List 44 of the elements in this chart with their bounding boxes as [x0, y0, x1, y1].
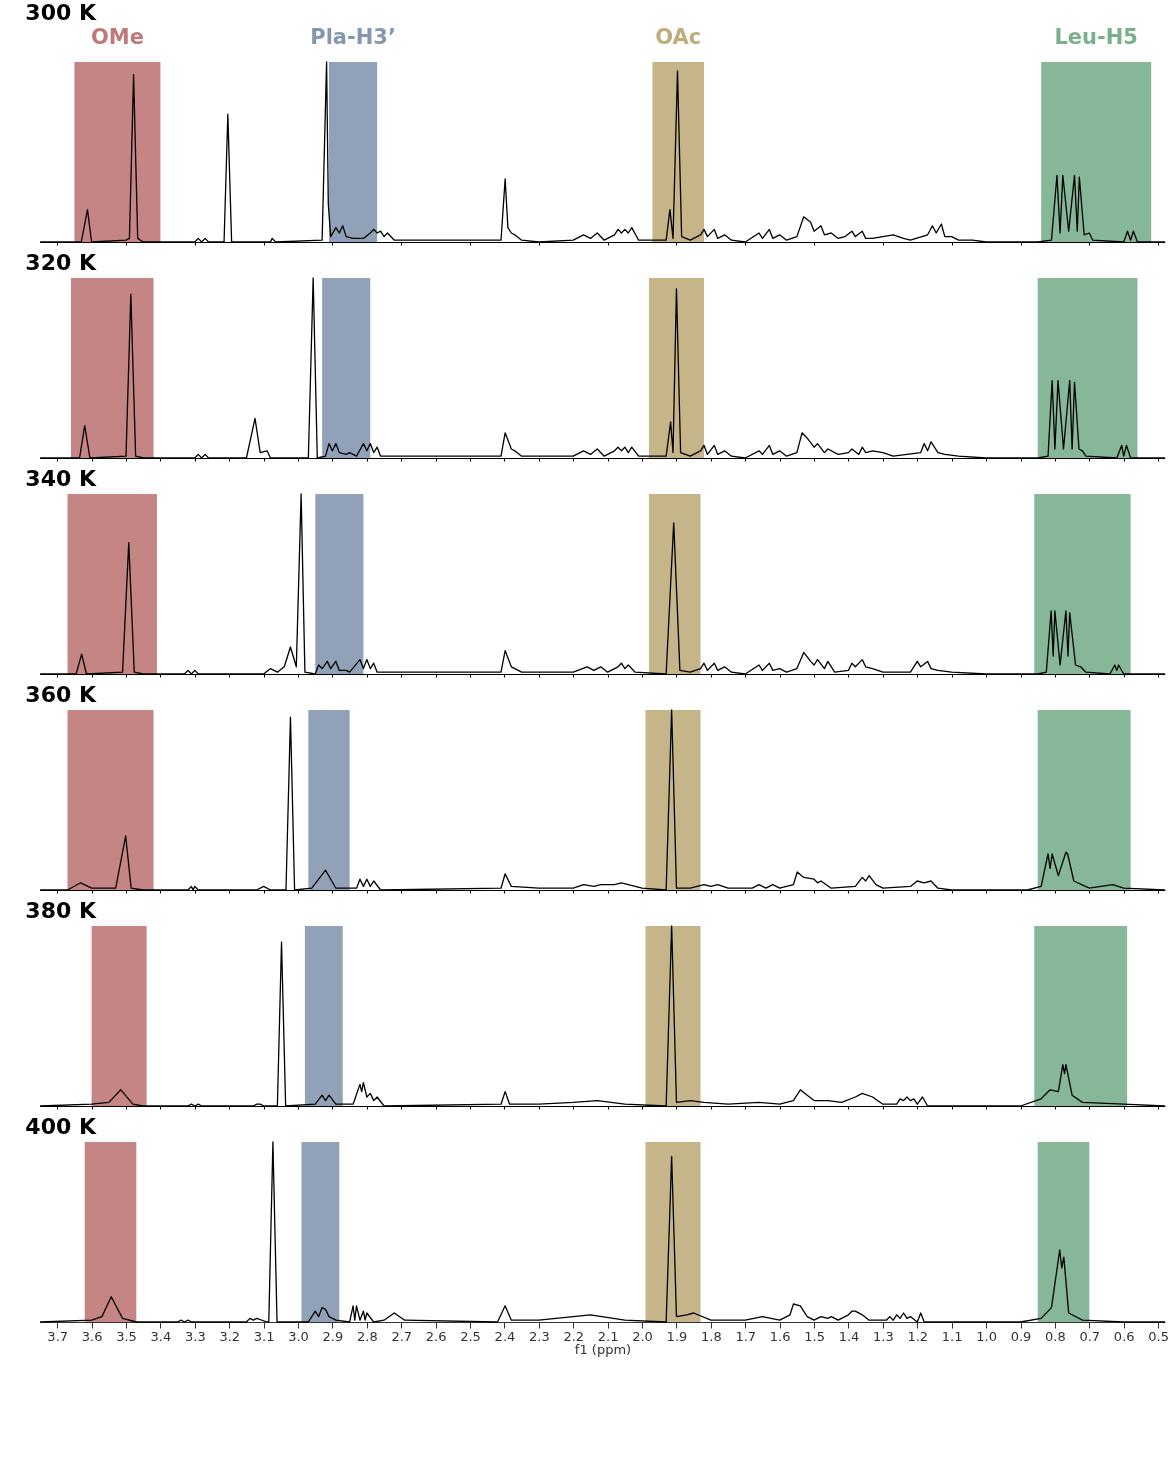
x-tick-label: 2.4: [494, 1328, 516, 1344]
x-tick-label: 1.7: [735, 1328, 757, 1344]
x-tick-label: 2.9: [322, 1328, 344, 1344]
x-tick-label: 0.7: [1079, 1328, 1101, 1344]
x-tick-label: 2.0: [632, 1328, 653, 1344]
x-tick-label: 0.5: [1148, 1328, 1169, 1344]
band-label: Pla-H3’: [310, 25, 396, 49]
x-tick-label: 2.7: [391, 1328, 413, 1344]
x-tick-label: 3.3: [184, 1328, 206, 1344]
chart-title: 400 K: [25, 1114, 97, 1140]
x-tick-label: 0.9: [1010, 1328, 1032, 1344]
chart-title: 340 K: [25, 466, 97, 492]
x-tick-label: 3.4: [150, 1328, 172, 1344]
x-tick-label: 2.2: [563, 1328, 585, 1344]
x-tick-label: 1.2: [907, 1328, 929, 1344]
chart-title: 300 K: [25, 0, 97, 25]
x-tick-label: 1.0: [976, 1328, 997, 1344]
x-tick-label: 2.6: [425, 1328, 447, 1344]
x-tick-label: 1.6: [769, 1328, 791, 1344]
x-axis-title: f1 (ppm): [574, 1341, 632, 1357]
x-tick-label: 1.5: [804, 1328, 825, 1344]
x-tick-label: 3.7: [47, 1328, 69, 1344]
band-label: OAc: [655, 25, 702, 49]
x-tick-label: 1.4: [838, 1328, 860, 1344]
x-tick-label: 3.5: [116, 1328, 137, 1344]
band-label: OMe: [90, 25, 144, 49]
x-tick-label: 1.3: [873, 1328, 894, 1344]
x-tick-label: 1.9: [666, 1328, 688, 1344]
band-label: Leu-H5: [1054, 25, 1138, 49]
x-tick-label: 0.6: [1113, 1328, 1135, 1344]
chart-title: 360 K: [25, 682, 97, 708]
chart-title: 380 K: [25, 898, 97, 924]
x-tick-label: 3.1: [253, 1328, 275, 1344]
x-tick-label: 3.2: [219, 1328, 241, 1344]
x-tick-label: 3.0: [288, 1328, 309, 1344]
x-tick-label: 0.8: [1045, 1328, 1066, 1344]
x-tick-label: 1.1: [941, 1328, 963, 1344]
x-tick-label: 2.5: [460, 1328, 481, 1344]
chart-title: 320 K: [25, 250, 97, 276]
x-tick-label: 3.6: [81, 1328, 103, 1344]
x-tick-label: 2.3: [529, 1328, 550, 1344]
x-tick-label: 1.8: [701, 1328, 722, 1344]
x-tick-label: 2.1: [597, 1328, 619, 1344]
x-tick-label: 2.8: [356, 1328, 378, 1344]
